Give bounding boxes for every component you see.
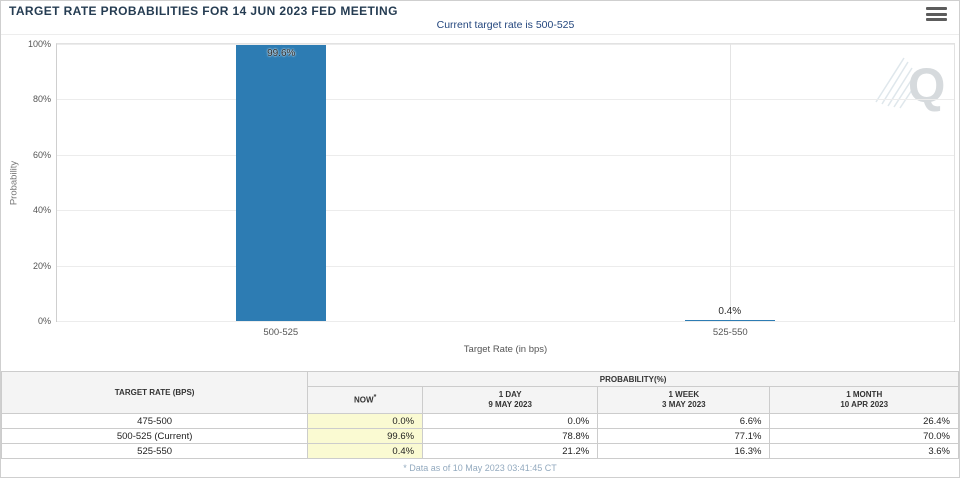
x-axis-title: Target Rate (in bps)	[463, 344, 548, 355]
data-asof-footnote: * Data as of 10 May 2023 03:41:45 CT	[403, 463, 557, 473]
svg-text:Q: Q	[908, 60, 945, 113]
col-label: NOW	[354, 396, 374, 406]
category-gridline	[729, 44, 731, 321]
menu-bar	[926, 7, 947, 10]
prob-cell-1month: 70.0%	[769, 428, 959, 444]
table-body: 475-500 0.0% 0.0% 6.6% 26.4% 500-525 (Current…	[1, 413, 959, 459]
prob-cell-now: 99.6%	[307, 428, 424, 444]
prob-cell-1week: 16.3%	[597, 443, 771, 459]
prob-cell-1month: 3.6%	[769, 443, 959, 459]
col-header-target-rate: TARGET RATE (BPS)	[1, 371, 309, 414]
col-header-1day: 1 DAY 9 MAY 2023	[422, 386, 599, 414]
table-row: 475-500 0.0% 0.0% 6.6% 26.4%	[1, 413, 959, 429]
header: TARGET RATE PROBABILITIES FOR 14 JUN 202…	[1, 1, 959, 34]
probability-table: TARGET RATE (BPS) PROBABILITY(%) NOW* 1 …	[1, 371, 959, 459]
target-rate-cell: 475-500	[1, 413, 309, 429]
bar-value-label: 0.4%	[718, 305, 742, 317]
menu-icon[interactable]	[926, 7, 947, 21]
quikstrike-watermark-icon: Q	[875, 57, 945, 113]
col-label: 1 WEEK	[668, 389, 700, 399]
y-tick-label: 40%	[32, 205, 51, 216]
menu-bar	[926, 12, 947, 16]
prob-cell-1day: 21.2%	[422, 443, 599, 459]
table-header-row: TARGET RATE (BPS) PROBABILITY(%)	[1, 371, 959, 414]
plot-area: Q 100% 80% 60% 40% 20% 0% 99.6% 0.4%	[28, 39, 955, 326]
col-header-now: NOW*	[307, 386, 424, 414]
bar-slot: 99.6%	[57, 44, 506, 321]
x-axis-labels: 500-525 525-550	[56, 327, 955, 338]
y-gridline	[57, 210, 954, 212]
y-tick-label: 0%	[37, 316, 51, 326]
col-date: 9 MAY 2023	[488, 400, 532, 409]
table-row: 500-525 (Current) 99.6% 78.8% 77.1% 70.0%	[1, 428, 959, 444]
prob-cell-1day: 0.0%	[422, 413, 599, 429]
chart-bar[interactable]: 99.6%	[236, 45, 327, 321]
chart-bar[interactable]	[684, 319, 775, 321]
y-gridline	[57, 99, 954, 101]
prob-cell-now: 0.0%	[307, 413, 424, 429]
y-axis-title: Probability	[8, 160, 20, 206]
prob-cell-now: 0.4%	[307, 443, 424, 459]
table-row: 525-550 0.4% 21.2% 16.3% 3.6%	[1, 443, 959, 459]
x-category-label: 500-525	[263, 327, 299, 338]
col-label: 1 MONTH	[846, 389, 883, 399]
target-rate-cell: 500-525 (Current)	[1, 428, 309, 444]
x-category-label: 525-550	[712, 327, 748, 338]
prob-cell-1week: 77.1%	[597, 428, 771, 444]
menu-bar	[926, 18, 947, 21]
y-gridline	[57, 154, 954, 156]
y-tick-label: 20%	[32, 260, 51, 271]
col-header-1month: 1 MONTH 10 APR 2023	[769, 386, 959, 414]
page-title: TARGET RATE PROBABILITIES FOR 14 JUN 202…	[9, 4, 398, 18]
asterisk: *	[373, 394, 377, 402]
y-gridline	[57, 265, 954, 267]
y-tick-label: 80%	[32, 94, 51, 105]
target-rate-cell: 525-550	[1, 443, 309, 459]
col-header-1week: 1 WEEK 3 MAY 2023	[597, 386, 771, 414]
y-gridline	[57, 321, 954, 322]
col-date: 10 APR 2023	[840, 400, 889, 409]
chart-subtitle: Current target rate is 500-525	[436, 19, 575, 31]
probability-chart: Probability Q 100% 80% 60% 40% 20% 0% 99.6% 0.4…	[1, 34, 959, 361]
y-tick-label: 100%	[27, 39, 51, 49]
col-label: 1 DAY	[498, 389, 522, 399]
prob-cell-1month: 26.4%	[769, 413, 959, 429]
prob-cell-1week: 6.6%	[597, 413, 771, 429]
bar-value-label: 99.6%	[267, 48, 296, 60]
col-header-probability: PROBABILITY(%)	[307, 371, 959, 387]
col-date: 3 MAY 2023	[662, 400, 706, 409]
prob-cell-1day: 78.8%	[422, 428, 599, 444]
y-gridline	[57, 44, 954, 45]
y-tick-label: 60%	[32, 149, 51, 160]
bar-slot: 0.4%	[506, 44, 955, 321]
